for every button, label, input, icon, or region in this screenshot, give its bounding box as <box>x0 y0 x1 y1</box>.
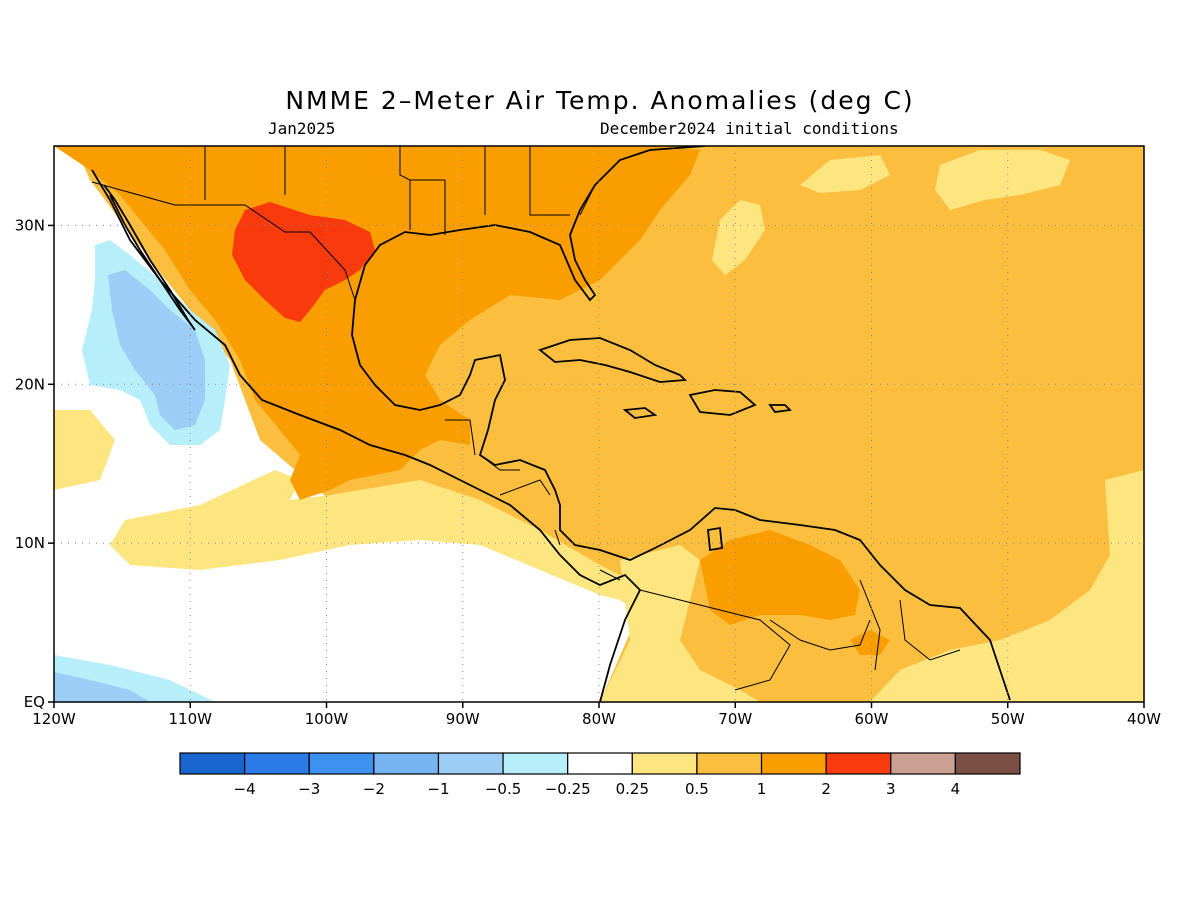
x-tick-label: 100W <box>305 710 349 728</box>
us-state-lines <box>204 146 596 235</box>
atlantic-light-warm-1 <box>800 155 890 193</box>
equatorial-cool-0.5-1 <box>54 672 150 702</box>
color-legend: −4 −3 −2 −1 −0.5 −0.25 0.25 0.5 1 2 3 4 <box>179 752 1021 798</box>
south-america-light-warm <box>600 545 760 702</box>
y-tick-label: 30N <box>15 216 45 234</box>
northern-mexico-2-3 <box>232 202 375 322</box>
legend-swatch <box>825 752 892 775</box>
legend-swatch <box>244 752 310 775</box>
pacific-light-warm <box>54 410 115 490</box>
borders <box>91 146 961 691</box>
x-tick-label: 80W <box>582 710 616 728</box>
puerto-rico <box>768 404 792 413</box>
axes: 120W 110W 100W 90W 80W 70W 60W 50W 40W EQ 10N 20N 30… <box>15 216 1161 728</box>
y-tick-label: 20N <box>15 375 45 393</box>
legend-label: 1 <box>757 780 767 798</box>
legend-label: −1 <box>427 780 449 798</box>
x-tick-label: 90W <box>446 710 480 728</box>
forecast-month: Jan2025 <box>268 119 336 138</box>
south-america-borders <box>639 579 961 691</box>
central-america-borders <box>445 419 621 581</box>
legend-swatch <box>502 752 569 775</box>
legend-swatch <box>373 752 440 775</box>
x-tick-label: 60W <box>855 710 889 728</box>
legend-swatch <box>437 752 504 775</box>
legend-swatch <box>760 752 827 775</box>
cuba <box>538 337 688 383</box>
legend-label: −2 <box>363 780 385 798</box>
x-tick-label: 120W <box>32 710 76 728</box>
map-title: NMME 2–Meter Air Temp. Anomalies (deg C) <box>285 86 915 115</box>
atlantic-light-warm-3 <box>712 200 765 275</box>
legend-swatch <box>308 752 375 775</box>
coastlines <box>91 146 1011 702</box>
legend-label: −0.5 <box>485 780 521 798</box>
legend-label: 3 <box>886 780 896 798</box>
baja-cool-0.5-1 <box>108 270 205 430</box>
lake-maracaibo <box>707 526 723 552</box>
x-tick-label: 110W <box>169 710 213 728</box>
baja-california <box>103 184 196 331</box>
x-tick-label: 50W <box>991 710 1025 728</box>
us-mexico-border <box>91 181 356 301</box>
legend-swatch <box>954 752 1021 775</box>
legend-label: −0.25 <box>545 780 591 798</box>
hispaniola <box>688 389 757 416</box>
legend-label: −4 <box>234 780 256 798</box>
x-tick-label: 40W <box>1127 710 1161 728</box>
pacific-coast-mexico <box>91 169 642 702</box>
legend-swatch <box>179 752 246 775</box>
legend-swatch <box>890 752 956 775</box>
y-tick-label: EQ <box>24 693 45 711</box>
anomaly-fill <box>54 146 1144 702</box>
legend-label: 2 <box>821 780 831 798</box>
initial-conditions: December2024 initial conditions <box>600 119 899 138</box>
pacific-light-warm-2 <box>110 470 640 605</box>
gulf-coast <box>351 146 1011 701</box>
legend-label: −3 <box>298 780 320 798</box>
atlantic-light-warm-south <box>870 470 1144 702</box>
legend-swatch <box>631 752 698 775</box>
legend-label: 0.5 <box>685 780 709 798</box>
y-tick-label: 10N <box>15 534 45 552</box>
venezuela-1-2 <box>700 530 860 625</box>
mexico-gulf-1-2 <box>54 146 700 500</box>
guyana-1-2 <box>850 630 890 655</box>
legend-swatch <box>567 752 633 775</box>
legend-label: 4 <box>951 780 961 798</box>
x-tick-label: 70W <box>718 710 752 728</box>
legend-label: 0.25 <box>616 780 649 798</box>
jamaica <box>622 407 658 419</box>
legend-swatch <box>696 752 763 775</box>
atlantic-light-warm-2 <box>935 150 1070 210</box>
